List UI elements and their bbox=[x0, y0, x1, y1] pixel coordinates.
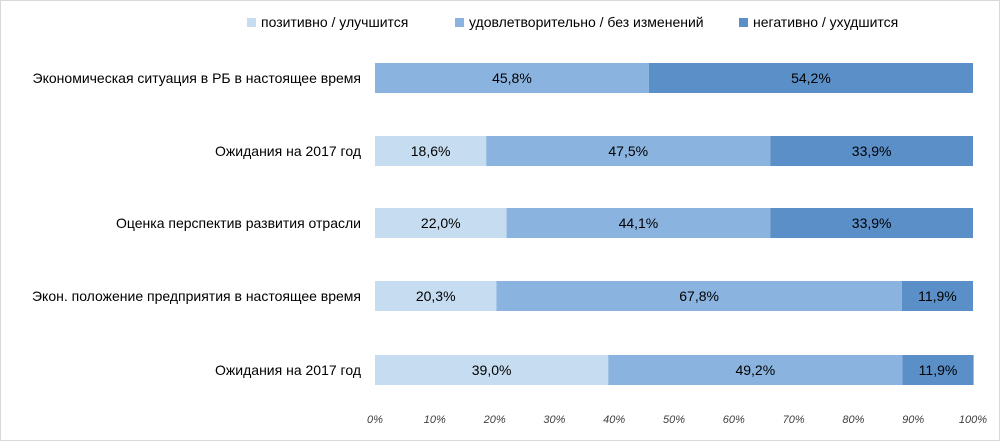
x-tick-label: 60% bbox=[723, 414, 745, 426]
bar-segment bbox=[375, 136, 487, 166]
data-label: 47,5% bbox=[608, 143, 648, 159]
bar-segment bbox=[375, 355, 609, 385]
data-label: 39,0% bbox=[472, 362, 512, 378]
data-label: 11,9% bbox=[918, 288, 957, 304]
category-label: Экономическая ситуация в РБ в настоящее … bbox=[33, 70, 361, 86]
data-label: 18,6% bbox=[411, 143, 451, 159]
x-tick-label: 30% bbox=[543, 414, 565, 426]
legend-label: негативно / ухудшится bbox=[753, 14, 898, 30]
x-tick-label: 10% bbox=[424, 414, 446, 426]
legend-label: позитивно / улучшится bbox=[261, 14, 408, 30]
data-label: 45,8% bbox=[492, 70, 532, 86]
data-label: 20,3% bbox=[416, 288, 456, 304]
data-label: 33,9% bbox=[852, 215, 892, 231]
bar-segment bbox=[375, 208, 507, 238]
category-label: Ожидания на 2017 год bbox=[215, 143, 361, 159]
legend-swatch bbox=[739, 18, 748, 27]
category-label: Ожидания на 2017 год bbox=[215, 362, 361, 378]
x-tick-label: 90% bbox=[902, 414, 924, 426]
x-tick-label: 70% bbox=[783, 414, 805, 426]
bar-segment bbox=[608, 355, 903, 385]
bar-segment bbox=[770, 208, 973, 238]
legend-swatch bbox=[455, 18, 464, 27]
data-label: 11,9% bbox=[919, 362, 958, 378]
bar-segment bbox=[902, 355, 974, 385]
data-label: 49,2% bbox=[735, 362, 775, 378]
category-label: Экон. положение предприятия в настоящее … bbox=[32, 288, 361, 304]
x-tick-label: 40% bbox=[603, 414, 625, 426]
bars bbox=[375, 63, 974, 385]
bar-segment bbox=[375, 63, 649, 93]
x-tick-label: 20% bbox=[483, 414, 506, 426]
bar-segment bbox=[496, 281, 902, 311]
data-label: 54,2% bbox=[791, 70, 831, 86]
x-tick-label: 100% bbox=[959, 414, 987, 426]
x-tick-label: 50% bbox=[663, 414, 685, 426]
bar-segment bbox=[506, 208, 771, 238]
legend-swatch bbox=[247, 18, 256, 27]
data-label: 44,1% bbox=[619, 215, 659, 231]
bar-segment bbox=[770, 136, 973, 166]
bar-segment bbox=[375, 281, 497, 311]
data-label: 22,0% bbox=[421, 215, 461, 231]
x-tick-label: 80% bbox=[842, 414, 864, 426]
bar-segment bbox=[486, 136, 771, 166]
data-labels: 45,8% 54,2% 18,6% 47,5% 33,9% 22,0% 44,1% 33,9%… bbox=[411, 70, 958, 378]
bar-segment bbox=[648, 63, 973, 93]
legend: позитивно / улучшится удовлетворительно /… bbox=[247, 14, 898, 30]
data-label: 33,9% bbox=[852, 143, 892, 159]
data-label: 67,8% bbox=[679, 288, 719, 304]
category-label: Оценка перспектив развития отрасли bbox=[116, 215, 361, 231]
legend-label: удовлетворительно / без изменений bbox=[469, 14, 704, 30]
bar-segment bbox=[901, 281, 973, 311]
x-tick-label: 0% bbox=[367, 414, 383, 426]
category-labels: Экономическая ситуация в РБ в настоящее … bbox=[32, 70, 361, 378]
x-axis-ticks: 0% 10% 20% 30% 40% 50% 60% 70% 80% 90% 100% bbox=[367, 414, 987, 426]
